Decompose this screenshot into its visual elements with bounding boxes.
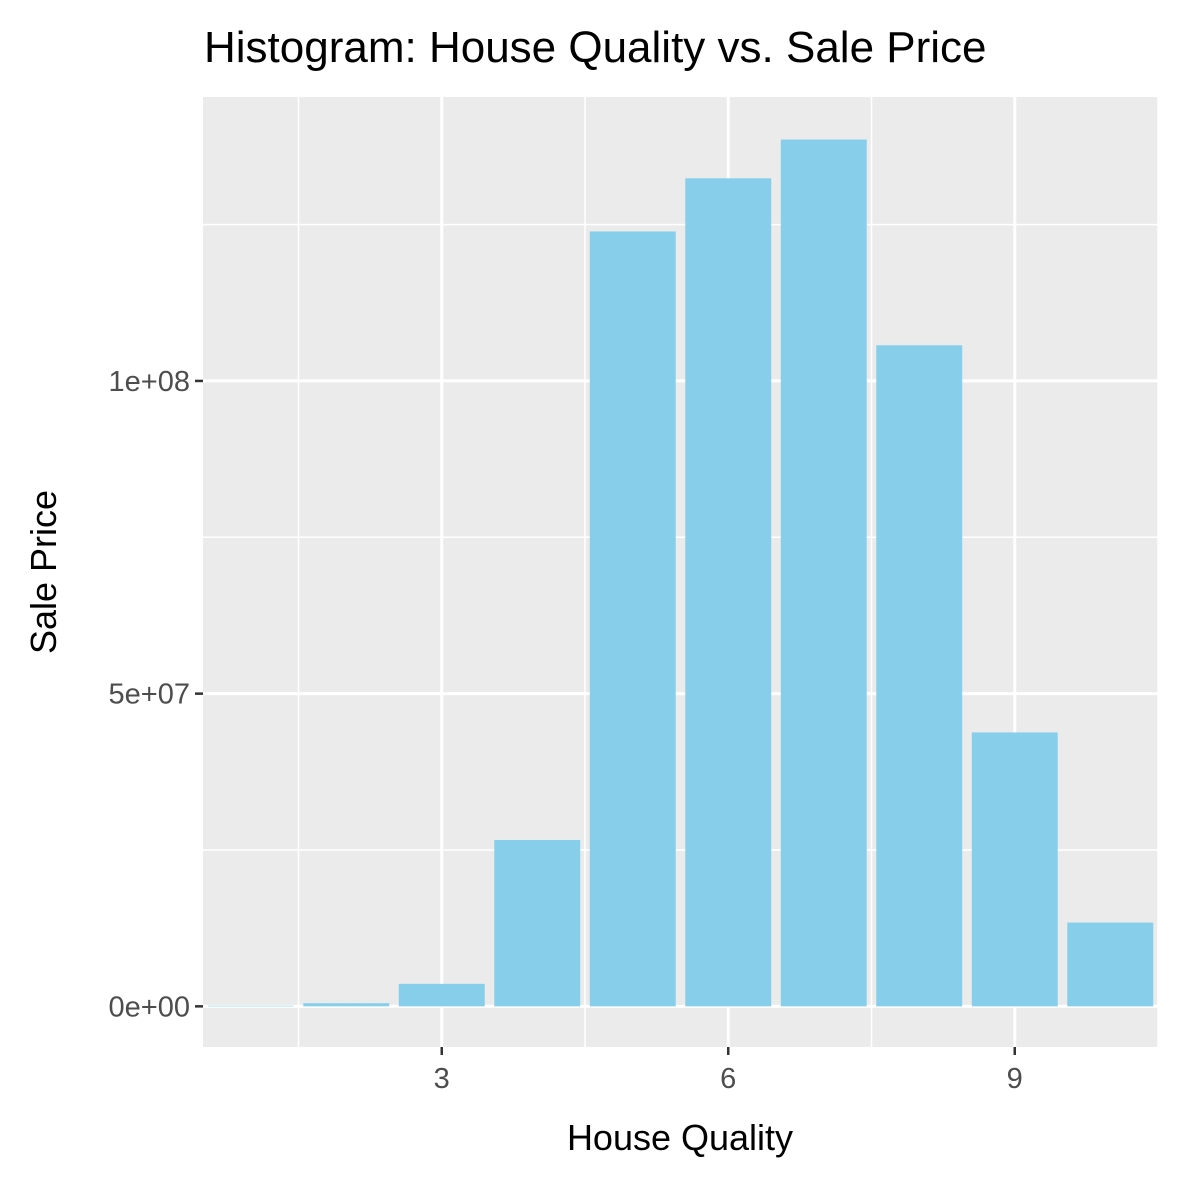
x-tick-label: 6 — [720, 1063, 736, 1095]
chart-title: Histogram: House Quality vs. Sale Price — [204, 23, 987, 72]
x-axis: 3 6 9 — [434, 1047, 1023, 1095]
bars — [207, 139, 1154, 1007]
bar — [780, 139, 867, 1007]
grid-minor — [203, 97, 1159, 1047]
bar — [876, 345, 963, 1007]
bar — [1067, 922, 1154, 1007]
y-tick-label: 5e+07 — [109, 679, 190, 711]
bar — [589, 231, 676, 1007]
y-axis-title: Sale Price — [23, 490, 64, 654]
y-tick-label: 1e+08 — [109, 366, 190, 398]
y-axis: 0e+00 5e+07 1e+08 — [109, 366, 203, 1023]
bar — [398, 983, 485, 1007]
x-tick-label: 9 — [1007, 1063, 1023, 1095]
bar — [971, 732, 1058, 1007]
bar — [207, 1005, 294, 1007]
bar — [303, 1003, 390, 1007]
bar — [494, 839, 581, 1007]
y-tick-label: 0e+00 — [109, 991, 190, 1023]
bar — [685, 178, 772, 1007]
x-tick-label: 3 — [434, 1063, 450, 1095]
x-axis-title: House Quality — [567, 1117, 793, 1158]
